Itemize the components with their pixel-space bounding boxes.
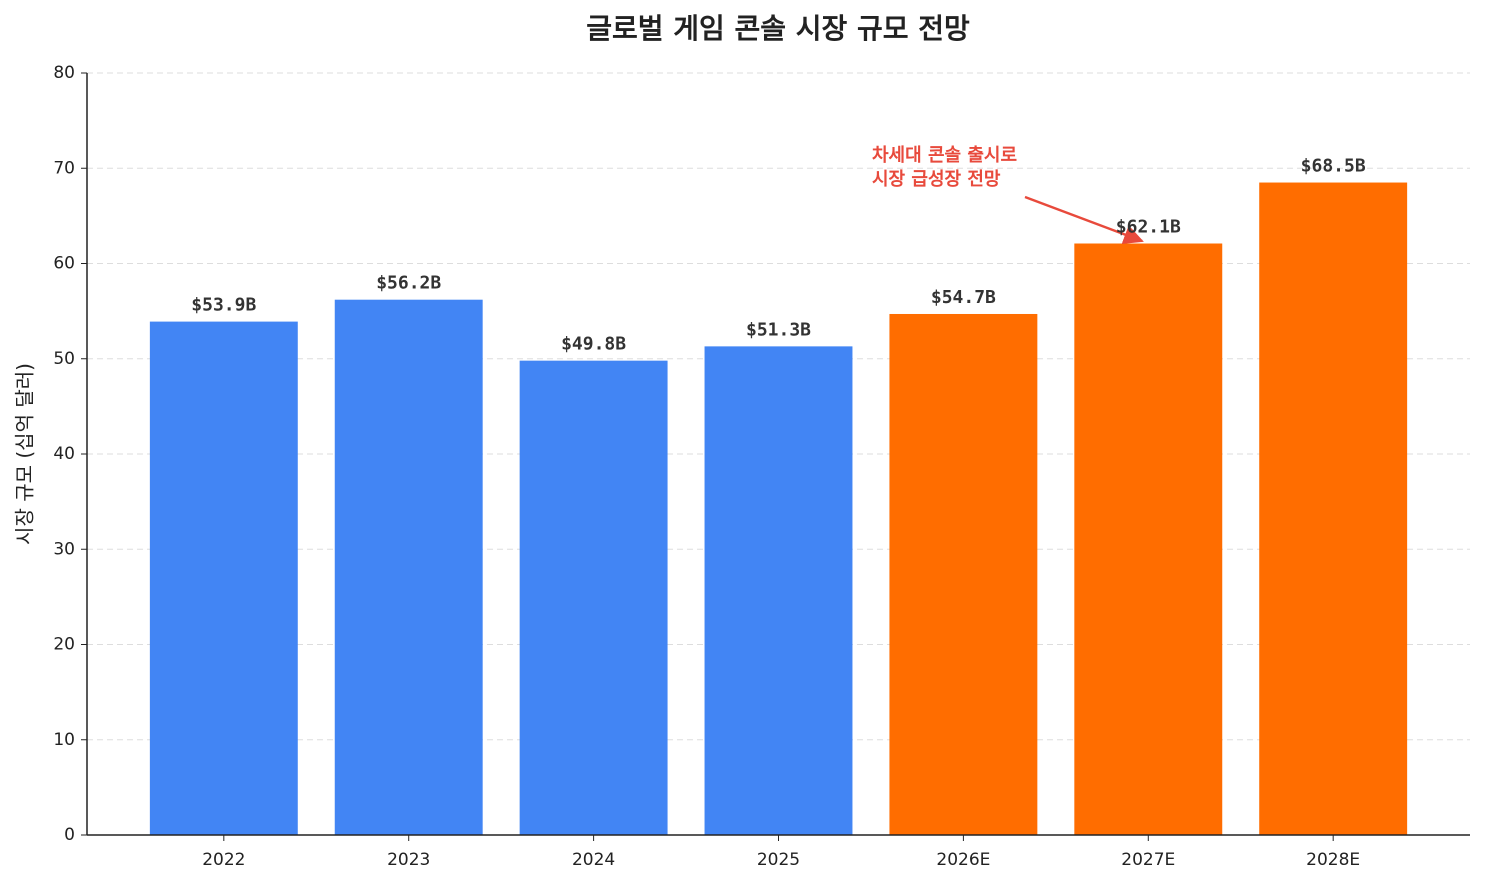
bar: [149, 321, 298, 835]
bar: [519, 360, 668, 835]
x-tick-label: 2025: [757, 850, 800, 870]
value-label: $51.3B: [746, 319, 811, 340]
bars: [149, 182, 1408, 836]
value-label: $68.5B: [1301, 156, 1366, 177]
x-tick-label: 2023: [387, 850, 430, 870]
x-tick-label: 2024: [572, 850, 615, 870]
y-tick-label: 20: [53, 635, 75, 655]
y-tick-label: 10: [53, 730, 75, 750]
chart-title: 글로벌 게임 콘솔 시장 규모 전망: [586, 12, 970, 45]
y-tick-label: 0: [64, 825, 75, 845]
annotation-arrow: [1024, 195, 1144, 245]
y-tick-label: 30: [53, 539, 75, 559]
value-label: $49.8B: [561, 334, 626, 355]
y-tick-label: 60: [53, 254, 75, 274]
value-label: $53.9B: [191, 295, 256, 316]
bar: [704, 346, 853, 835]
value-label: $56.2B: [376, 273, 441, 294]
annotation-text: 차세대 콘솔 출시로: [872, 145, 1017, 166]
y-tick-label: 80: [53, 63, 75, 83]
annotation-text: 시장 급성장 전망: [872, 169, 1001, 190]
value-label: $54.7B: [931, 287, 996, 308]
bar: [1074, 243, 1223, 835]
bar: [889, 313, 1038, 835]
x-tick-label: 2022: [202, 850, 245, 870]
y-tick-label: 70: [53, 158, 75, 178]
x-tick-label: 2026E: [936, 850, 990, 870]
bar: [334, 299, 483, 835]
x-tick-label: 2028E: [1306, 850, 1360, 870]
bar: [1259, 182, 1408, 836]
y-tick-label: 50: [53, 349, 75, 369]
y-axis-label: 시장 규모 (십억 달러): [13, 363, 37, 545]
y-tick-label: 40: [53, 444, 75, 464]
x-tick-label: 2027E: [1121, 850, 1175, 870]
value-label: $62.1B: [1116, 216, 1181, 237]
